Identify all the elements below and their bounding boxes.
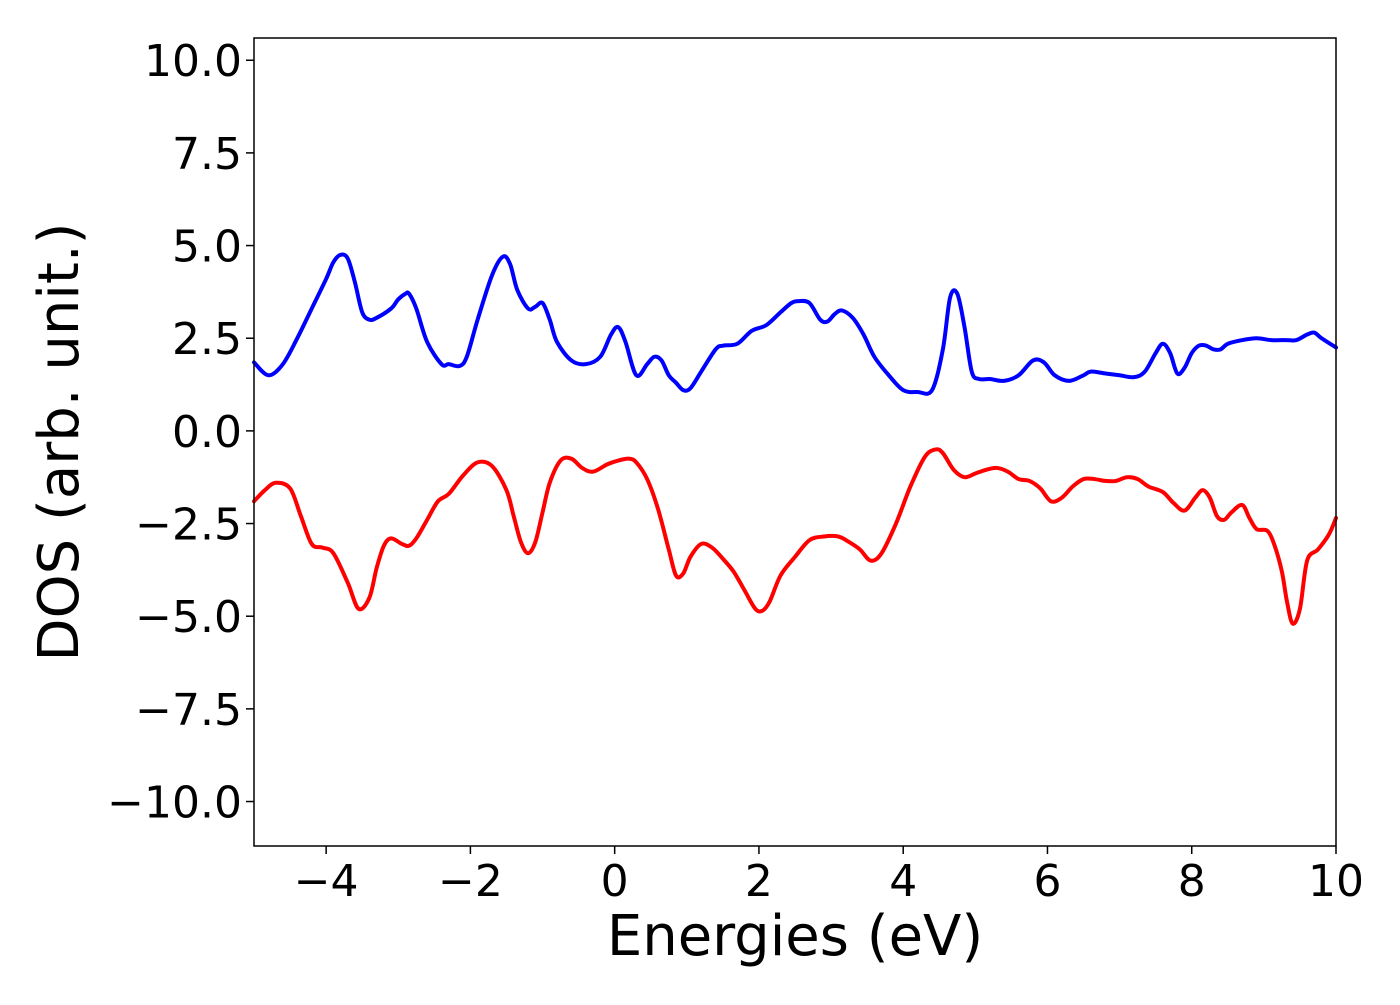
plot-frame — [253, 37, 1337, 847]
y-tick-label: −7.5 — [135, 685, 242, 736]
y-tick-label: 5.0 — [172, 222, 242, 273]
dos-series-2-line — [252, 447, 1338, 626]
series-layer — [252, 252, 1338, 626]
y-tick-label: −2.5 — [135, 500, 242, 551]
y-tick-label: 7.5 — [172, 129, 242, 180]
x-tick-label: 0 — [601, 856, 629, 907]
x-tick-label: 2 — [745, 856, 773, 907]
x-tick-label: −4 — [294, 856, 359, 907]
x-tick-label: 6 — [1033, 856, 1061, 907]
y-tick-label: −10.0 — [107, 778, 242, 829]
y-axis: 10.0 7.5 5.0 2.5 0.0 −2.5 −5.0 −7.5 −10.0 — [107, 36, 254, 829]
x-tick-label: 4 — [889, 856, 917, 907]
x-tick-label: −2 — [438, 856, 503, 907]
y-tick-label: 10.0 — [144, 36, 242, 87]
y-tick-label: 0.0 — [172, 407, 242, 458]
y-tick-label: −5.0 — [135, 592, 242, 643]
x-axis-title: Energies (eV) — [607, 904, 983, 969]
x-axis: −4 −2 0 2 4 6 8 10 — [294, 846, 1364, 907]
y-axis-title: DOS (arb. unit.) — [27, 222, 92, 661]
x-tick-label: 8 — [1178, 856, 1206, 907]
dos-series-1-line — [252, 252, 1338, 396]
x-tick-label: 10 — [1308, 856, 1364, 907]
y-tick-label: 2.5 — [172, 314, 242, 365]
